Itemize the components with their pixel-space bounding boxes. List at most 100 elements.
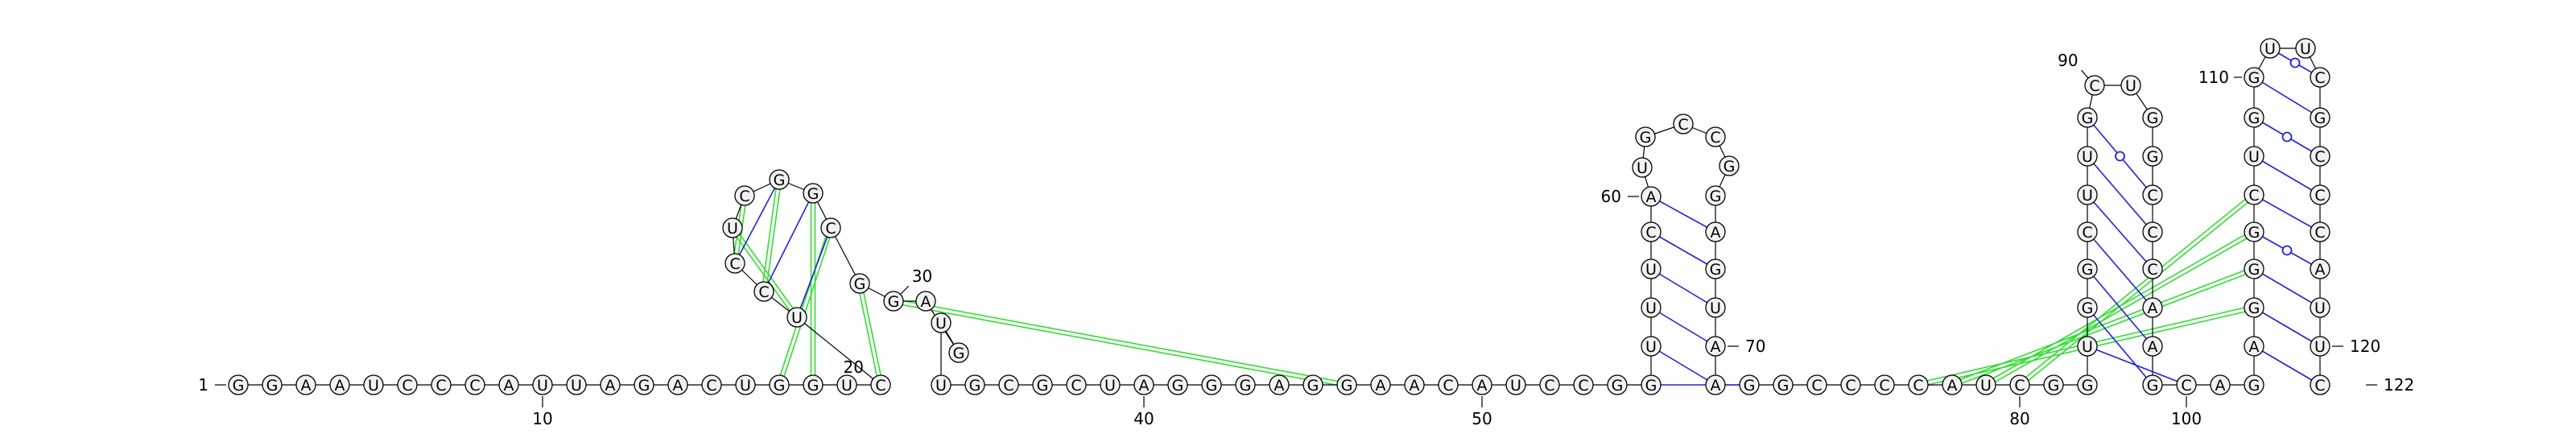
position-label-1: 1 — [198, 375, 226, 395]
nucleotide-letter: C — [2314, 377, 2325, 395]
nucleotide-letter: U — [2082, 148, 2093, 166]
nucleotide: G — [1607, 374, 1628, 395]
nucleotide-letter: G — [2082, 377, 2094, 395]
nucleotide-letter: G — [2248, 224, 2260, 242]
nucleotide: C — [431, 374, 452, 395]
nucleotide: A — [2210, 374, 2231, 395]
position-label-10: 10 — [532, 396, 553, 428]
base-pair — [763, 192, 814, 292]
nucleotide: C — [820, 217, 841, 238]
nucleotide: U — [1641, 297, 1662, 318]
nucleotide-letter: U — [1104, 377, 1116, 395]
nucleotide: A — [2142, 336, 2163, 357]
nucleotide-letter: A — [2249, 338, 2260, 356]
nucleotide: U — [2077, 184, 2098, 205]
nucleotide: A — [1404, 374, 1425, 395]
pseudoknot-line — [779, 236, 831, 377]
nucleotide: A — [1705, 336, 1726, 357]
nucleotide: G — [769, 169, 790, 190]
base-pair — [1650, 231, 1716, 270]
nucleotide-letter: A — [1376, 377, 1386, 395]
nucleotide-letter: U — [571, 377, 582, 395]
nucleotide-letter: A — [1711, 338, 1721, 356]
base-pair — [2253, 268, 2321, 308]
nucleotide-letter: G — [2248, 261, 2260, 279]
nucleotide-letter: G — [1240, 377, 1252, 395]
nucleotide-letter: A — [1477, 377, 1488, 395]
nucleotide: U — [1641, 258, 1662, 279]
nucleotide: U — [2260, 38, 2281, 59]
position-label-50: 50 — [1472, 396, 1492, 428]
nucleotide: C — [1438, 374, 1459, 395]
nucleotide-letter: U — [368, 377, 379, 395]
nucleotide: G — [1201, 374, 1222, 395]
nucleotide: G — [803, 183, 824, 204]
nucleotide-letter: G — [2147, 377, 2159, 395]
nucleotide: A — [1269, 374, 1290, 395]
nucleotide-letter: G — [2082, 261, 2094, 279]
nucleotide-letter: U — [2314, 300, 2326, 317]
nucleotide-letter: U — [2248, 148, 2260, 166]
base-pair — [2253, 194, 2321, 233]
nucleotide-letter: C — [2147, 261, 2157, 279]
nucleotide: G — [2077, 374, 2098, 395]
base-pair — [2087, 307, 2153, 386]
nucleotide: C — [2310, 146, 2330, 167]
nucleotide: U — [532, 374, 553, 395]
position-label-text: 10 — [532, 409, 552, 428]
nucleotide-letter: G — [2082, 300, 2094, 317]
position-label-text: 50 — [1472, 409, 1492, 428]
nucleotide: C — [1573, 374, 1594, 395]
nucleotide: U — [836, 374, 857, 395]
nucleotide: C — [1806, 374, 1827, 395]
wobble-marker — [2281, 245, 2293, 256]
nucleotide-letter: A — [1274, 377, 1285, 395]
nucleotide: G — [228, 374, 249, 395]
nucleotide: A — [1705, 374, 1726, 395]
nucleotide: C — [701, 374, 722, 395]
base-pair — [1650, 345, 1716, 386]
nucleotide-letter: G — [2248, 69, 2260, 87]
nucleotide-letter: C — [2314, 224, 2325, 242]
base-pair — [2253, 307, 2321, 347]
nucleotide-letter: G — [2248, 377, 2260, 395]
base-pair — [2087, 231, 2153, 308]
nucleotide: C — [2142, 221, 2163, 242]
nucleotide-letter: G — [807, 185, 819, 203]
nucleotide-letter: U — [1710, 300, 1721, 317]
nucleotide: G — [1167, 374, 1188, 395]
nucleotide-letter: A — [2148, 338, 2158, 356]
nucleotide: G — [883, 291, 904, 312]
nucleotide-letter: G — [2082, 110, 2094, 127]
nucleotide-letter: C — [436, 377, 446, 395]
nucleotide: C — [734, 185, 755, 206]
nucleotide-letter: U — [1980, 377, 1992, 395]
nucleotide-letter: U — [935, 315, 947, 333]
nucleotide: C — [1066, 374, 1087, 395]
nucleotide-letter: C — [2181, 377, 2191, 395]
pseudoknot-line — [736, 234, 794, 312]
nucleotide-letter: A — [1646, 188, 1657, 206]
position-label-text: 30 — [912, 267, 932, 286]
nucleotide: C — [1705, 126, 1726, 147]
nucleotide-letter: C — [1879, 377, 1889, 395]
position-label-120: 120 — [2332, 337, 2380, 356]
nucleotide: G — [634, 374, 654, 395]
nucleotide-letter: C — [1071, 377, 1081, 395]
nucleotide-letter: G — [2248, 300, 2260, 317]
nucleotide-letter: G — [807, 377, 819, 395]
nucleotide: C — [464, 374, 485, 395]
nucleotide: G — [2244, 107, 2264, 128]
nucleotide: C — [397, 374, 418, 395]
nucleotide: U — [2077, 146, 2098, 167]
nucleotide: G — [262, 374, 283, 395]
nucleotide: A — [1370, 374, 1391, 395]
nucleotide: A — [498, 374, 519, 395]
base-pair — [2253, 155, 2321, 196]
nucleotide: A — [1641, 186, 1662, 207]
nucleotide-letter: G — [1645, 377, 1657, 395]
nucleotide-letter: C — [875, 377, 886, 395]
nucleotide-letter: U — [2125, 77, 2136, 95]
